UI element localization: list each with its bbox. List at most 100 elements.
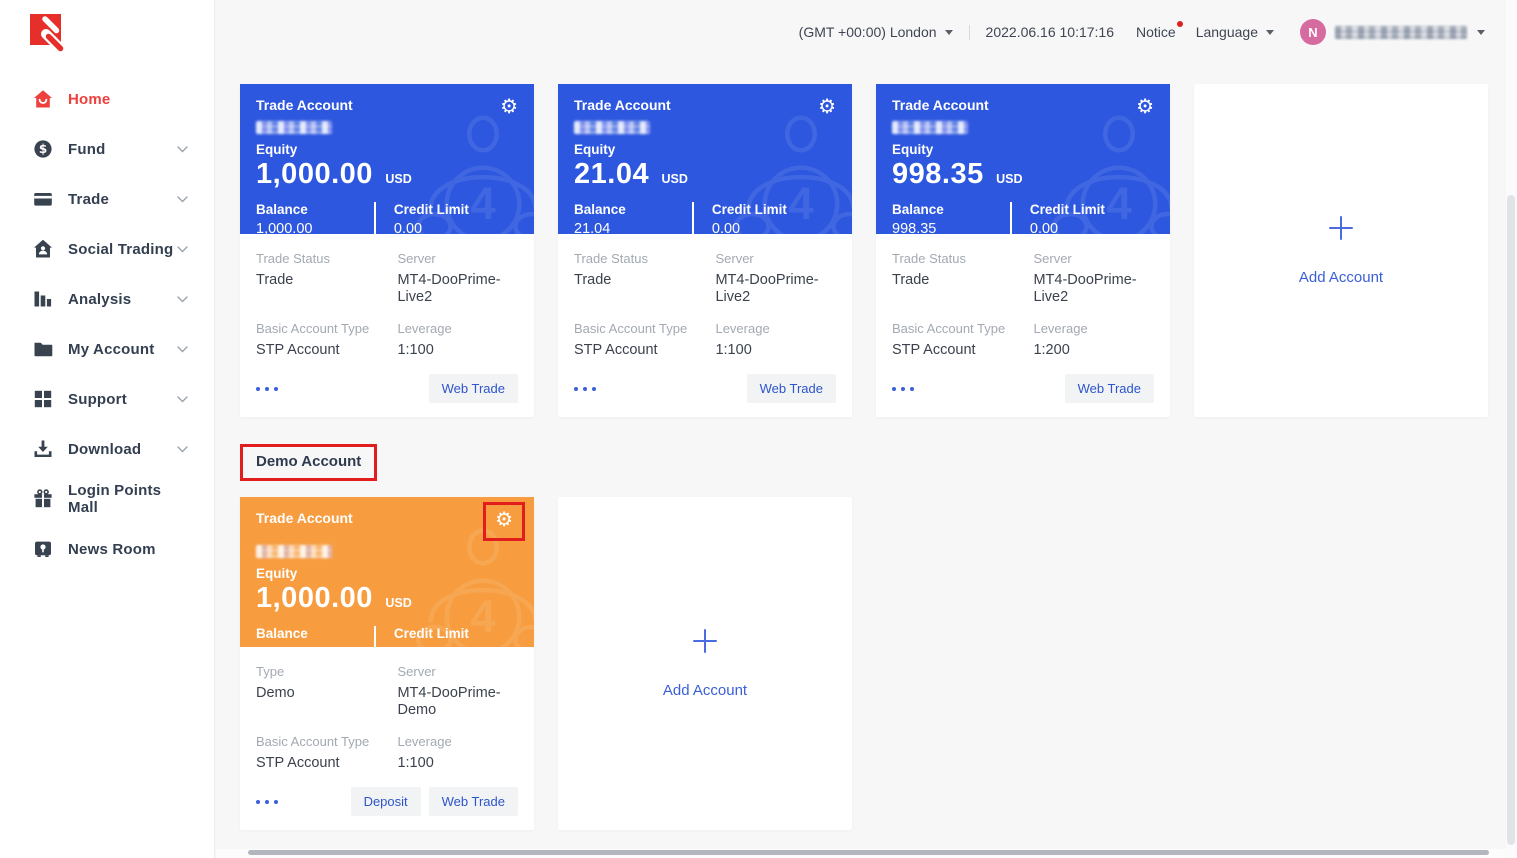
sidebar-item-download[interactable]: Download	[0, 424, 214, 474]
chevron-down-icon	[177, 245, 188, 253]
sidebar-item-analysis[interactable]: Analysis	[0, 274, 214, 324]
more-actions-button[interactable]	[892, 381, 1057, 397]
field-value: STP Account	[256, 755, 340, 771]
card-title: Trade Account	[892, 97, 989, 113]
user-menu[interactable]: N	[1300, 19, 1485, 45]
card-body: Type Demo Server MT4-DooPrime-Demo Basic A…	[240, 647, 534, 830]
avatar: N	[1300, 19, 1326, 45]
plus-icon	[1329, 216, 1353, 240]
settings-gear-icon[interactable]: ⚙	[495, 509, 513, 531]
more-actions-button[interactable]	[256, 381, 421, 397]
divider	[691, 202, 694, 234]
chevron-down-icon	[177, 295, 188, 303]
card-body: Trade Status Trade Server MT4-DooPrime-Liv…	[876, 234, 1170, 417]
sidebar-item-label: Analysis	[68, 290, 132, 308]
chevron-down-icon	[1477, 29, 1485, 35]
card-title: Trade Account	[256, 510, 353, 526]
trade-account-card: Trade Account ⚙ Equity 1,000.00 USD Bala…	[240, 84, 534, 417]
field-label: Server	[1033, 251, 1072, 266]
balance-value: 21.04	[574, 221, 611, 234]
web-trade-button[interactable]: Web Trade	[428, 787, 518, 816]
sidebar-item-fund[interactable]: $ Fund	[0, 124, 214, 174]
vertical-scrollbar[interactable]	[1506, 0, 1517, 849]
demo-account-section-label: Demo Account	[240, 444, 378, 481]
sidebar-item-home[interactable]: Home	[0, 74, 214, 124]
deposit-button[interactable]: Deposit	[350, 787, 421, 816]
credit-limit-label: Credit Limit	[1029, 202, 1105, 217]
horizontal-scrollbar-thumb[interactable]	[248, 850, 1489, 855]
credit-limit-label: Credit Limit	[393, 626, 469, 641]
card-header: Trade Account ⚙ Equity 21.04 USD Balance…	[558, 84, 852, 234]
card-header: Trade Account ⚙ Equity 1,000.00 USD Bala…	[240, 84, 534, 234]
sidebar-item-label: Home	[68, 90, 111, 108]
credit-limit-value: 0.00	[1029, 221, 1059, 234]
field-label: Leverage	[397, 734, 452, 749]
doo-prime-logo[interactable]	[30, 14, 70, 58]
language-selector[interactable]: Language	[1196, 24, 1274, 40]
more-actions-button[interactable]	[574, 381, 739, 397]
field-value: 1:100	[397, 755, 434, 771]
sidebar-item-news-room[interactable]: News Room	[0, 524, 214, 574]
field-label: Server	[397, 664, 436, 679]
sidebar-item-label: Social Trading	[68, 240, 174, 258]
currency-label: USD	[385, 172, 412, 186]
username-blurred	[1335, 25, 1467, 39]
currency-label: USD	[996, 172, 1023, 186]
settings-gear-icon[interactable]: ⚙	[1136, 96, 1154, 118]
equity-value: 1,000.00	[256, 582, 373, 614]
credit-limit-value: 0.00	[711, 221, 741, 234]
field-label: Server	[715, 251, 754, 266]
add-account-card[interactable]: Add Account	[558, 497, 852, 830]
chevron-down-icon	[1266, 29, 1274, 35]
field-value: 1:100	[715, 342, 752, 358]
credit-limit-label: Credit Limit	[711, 202, 787, 217]
sidebar-item-label: News Room	[68, 540, 156, 558]
equity-value: 1,000.00	[256, 158, 373, 190]
sidebar-item-social-trading[interactable]: Social Trading	[0, 224, 214, 274]
settings-gear-icon[interactable]: ⚙	[818, 96, 836, 118]
main-content: (GMT +00:00) London 2022.06.16 10:17:16 …	[216, 0, 1517, 858]
timezone-selector[interactable]: (GMT +00:00) London	[799, 24, 953, 40]
equity-value: 21.04	[574, 158, 650, 190]
divider	[968, 24, 970, 40]
currency-label: USD	[661, 172, 688, 186]
vertical-scrollbar-thumb[interactable]	[1507, 195, 1515, 845]
field-value: Trade	[574, 272, 612, 288]
topbar: (GMT +00:00) London 2022.06.16 10:17:16 …	[216, 0, 1517, 64]
account-number-blurred	[574, 121, 650, 134]
settings-gear-icon[interactable]: ⚙	[500, 96, 518, 118]
web-trade-button[interactable]: Web Trade	[746, 374, 836, 403]
plus-icon	[693, 629, 717, 653]
account-number-blurred	[256, 545, 332, 558]
server-datetime: 2022.06.16 10:17:16	[985, 24, 1115, 40]
sidebar-item-label: Fund	[68, 140, 106, 158]
horizontal-scrollbar[interactable]	[216, 849, 1517, 858]
field-label: Trade Status	[574, 251, 648, 266]
sidebar-item-my-account[interactable]: My Account	[0, 324, 214, 374]
field-label: Basic Account Type	[892, 321, 1006, 336]
more-actions-button[interactable]	[256, 794, 343, 810]
add-account-card[interactable]: Add Account	[1194, 84, 1488, 417]
sidebar-item-label: Support	[68, 390, 127, 408]
chevron-down-icon	[177, 445, 188, 453]
timezone-label: (GMT +00:00) London	[798, 24, 937, 40]
balance-value: 998.35	[892, 221, 937, 234]
grid-icon	[33, 389, 53, 409]
sidebar-item-trade[interactable]: Trade	[0, 174, 214, 224]
demo-accounts-row: Trade Account ⚙ Equity 1,000.00 USD Bala…	[240, 497, 1517, 830]
sidebar: Home $ Fund Trade Social Trading	[0, 0, 215, 858]
field-label: Leverage	[1033, 321, 1088, 336]
field-label: Trade Status	[892, 251, 966, 266]
sidebar-item-label: Trade	[68, 190, 110, 208]
field-value: STP Account	[892, 342, 976, 358]
equity-label: Equity	[256, 566, 298, 581]
web-trade-button[interactable]: Web Trade	[1064, 374, 1154, 403]
web-trade-button[interactable]: Web Trade	[428, 374, 518, 403]
divider	[373, 202, 376, 234]
sidebar-item-login-points-mall[interactable]: Login Points Mall	[0, 474, 214, 524]
field-value: MT4-DooPrime-Live2	[1033, 272, 1137, 305]
section-title: Demo Account	[256, 453, 362, 470]
notice-link[interactable]: Notice	[1136, 21, 1183, 40]
add-account-label: Add Account	[1298, 269, 1384, 286]
sidebar-item-support[interactable]: Support	[0, 374, 214, 424]
